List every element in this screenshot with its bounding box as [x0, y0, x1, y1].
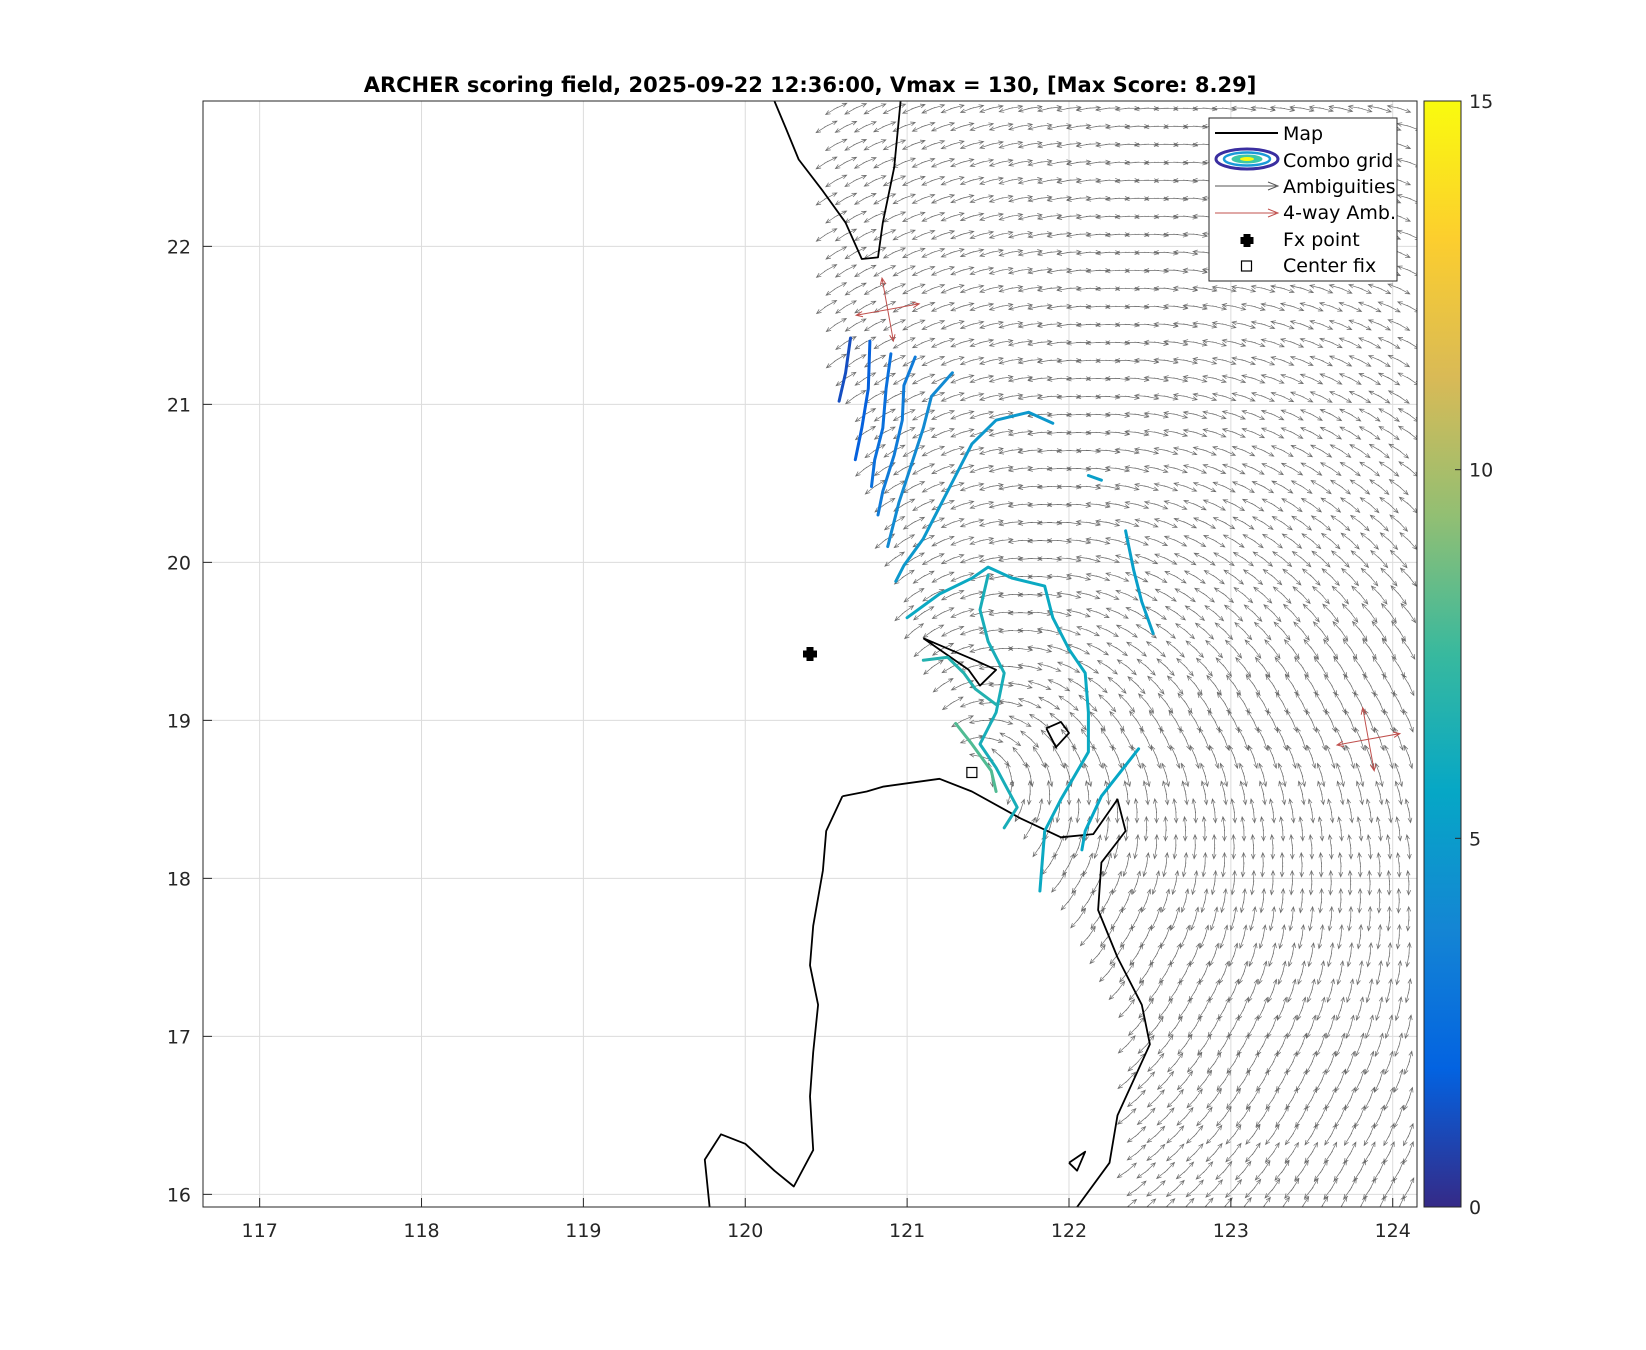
four-way-ambiguity [1335, 706, 1402, 773]
score-contour [1124, 529, 1155, 635]
fx-point-marker [803, 647, 817, 661]
y-tick-label: 21 [167, 394, 191, 416]
legend-swatch-combo [1214, 147, 1280, 171]
colorbar-tick-label: 5 [1469, 828, 1481, 850]
legend-swatch-4way [1215, 208, 1280, 218]
score-contours [837, 336, 1155, 893]
score-contour [837, 336, 852, 403]
legend-label-fx: Fx point [1283, 229, 1360, 251]
legend-label-ambiguities: Ambiguities [1283, 176, 1396, 198]
legend: Map Combo grid Ambiguities 4-way Amb. Fx… [1208, 117, 1398, 282]
four-way-ambiguities [854, 276, 1402, 773]
legend-label-center: Center fix [1283, 255, 1376, 277]
coastline [773, 101, 902, 260]
x-tick-label: 120 [727, 1220, 763, 1242]
x-axis: 117 118 119 120 121 122 123 124 [242, 1198, 1411, 1242]
x-tick-label: 118 [403, 1220, 439, 1242]
score-contour [876, 355, 917, 517]
legend-box [1208, 117, 1398, 282]
x-tick-label: 117 [242, 1220, 278, 1242]
score-contour [921, 655, 998, 707]
legend-label-map: Map [1283, 123, 1323, 145]
plot-area: 117 118 119 120 121 122 123 124 16 17 18 19 20 21 22 [167, 100, 1418, 1242]
center-fix-marker [966, 766, 978, 779]
legend-swatch-ambiguities [1215, 181, 1280, 191]
y-tick-label: 22 [167, 236, 191, 258]
y-axis: 16 17 18 19 20 21 22 [167, 236, 212, 1206]
x-tick-label: 119 [565, 1220, 601, 1242]
chart-title: ARCHER scoring field, 2025-09-22 12:36:0… [364, 73, 1257, 97]
y-tick-label: 17 [167, 1026, 191, 1048]
score-contour [1086, 474, 1103, 482]
coastline [703, 795, 844, 1207]
colorbar-ticks: 0 5 10 15 [1455, 91, 1493, 1219]
legend-swatch-fx [1240, 234, 1254, 247]
colorbar-tick-label: 0 [1469, 1197, 1481, 1219]
legend-label-4way: 4-way Amb. [1283, 202, 1396, 224]
y-tick-label: 18 [167, 868, 191, 890]
colorbar-tick-label: 10 [1469, 460, 1493, 482]
score-contour [978, 573, 1019, 830]
score-contour [954, 722, 998, 793]
score-contour [905, 565, 1090, 893]
fix-markers [803, 647, 978, 779]
coastlines [703, 101, 1151, 1207]
coastline [922, 637, 997, 687]
score-contour [1080, 747, 1141, 852]
y-tick-label: 19 [167, 710, 191, 732]
score-contour [853, 339, 872, 462]
score-contour [870, 352, 893, 488]
x-tick-label: 121 [889, 1220, 925, 1242]
x-tick-label: 123 [1213, 1220, 1249, 1242]
score-contour [886, 371, 954, 549]
plot-frame [202, 100, 1418, 1208]
legend-label-combo: Combo grid [1283, 150, 1393, 172]
colorbar: 0 5 10 15 [1423, 91, 1493, 1219]
legend-swatch-center [1240, 260, 1253, 272]
x-tick-label: 122 [1051, 1220, 1087, 1242]
coastline [842, 777, 1151, 1207]
colorbar-tick-label: 15 [1469, 91, 1493, 113]
y-tick-label: 20 [167, 552, 191, 574]
x-tick-label: 124 [1375, 1220, 1411, 1242]
four-way-ambiguity [854, 276, 921, 343]
score-contour [894, 410, 1055, 583]
coastline [1045, 721, 1070, 749]
y-tick-label: 16 [167, 1184, 191, 1206]
coastline [1068, 1150, 1087, 1172]
colorbar-gradient [1423, 100, 1462, 1208]
